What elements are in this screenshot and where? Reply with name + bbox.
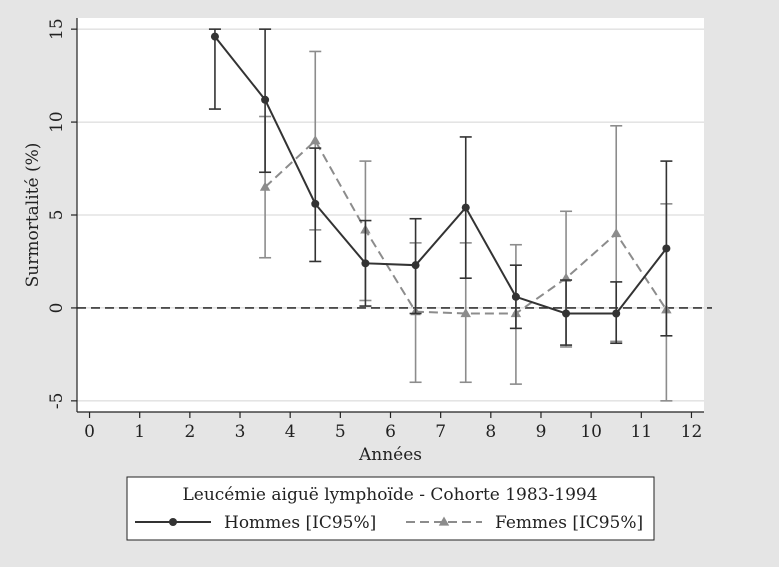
data-point [610, 228, 622, 238]
y-axis-title: Surmortalité (%) [23, 143, 43, 288]
series-line [214, 35, 668, 315]
y-tick-label: 5 [47, 210, 67, 221]
data-point [562, 309, 571, 318]
x-tick-label: 9 [536, 422, 547, 442]
data-point [259, 181, 271, 191]
x-tick-label: 3 [235, 422, 246, 442]
legend-key-marker [438, 516, 450, 526]
data-point [511, 292, 520, 301]
x-tick-label: 4 [285, 422, 296, 442]
legend-box [126, 476, 655, 541]
legend-key-marker [169, 518, 177, 526]
data-point [460, 308, 471, 318]
x-tick-label: 10 [580, 422, 602, 442]
legend-label: Hommes [IC95%] [224, 513, 376, 533]
data-point [310, 135, 321, 145]
x-tick-label: 1 [134, 422, 145, 442]
y-tick-label: 10 [47, 111, 67, 133]
x-tick-label: 6 [385, 422, 396, 442]
legend-title: Leucémie aiguë lymphoïde - Cohorte 1983-… [182, 485, 597, 505]
x-tick-label: 8 [485, 422, 496, 442]
data-point [662, 244, 671, 253]
data-point [361, 259, 370, 268]
x-tick-label: 11 [630, 422, 652, 442]
data-point [461, 203, 470, 212]
x-tick-label: 12 [681, 422, 703, 442]
x-tick-label: 0 [84, 422, 95, 442]
legend-label: Femmes [IC95%] [495, 513, 643, 533]
x-tick-label: 7 [435, 422, 446, 442]
legend: Leucémie aiguë lymphoïde - Cohorte 1983-… [126, 476, 655, 541]
x-tick-label: 2 [184, 422, 195, 442]
y-tick-label: 15 [47, 18, 67, 40]
y-tick-label: 0 [47, 303, 67, 314]
data-point [210, 32, 219, 41]
series-0 [208, 28, 673, 346]
y-tick-label: -5 [47, 393, 67, 410]
data-point [411, 261, 420, 270]
series-layer [208, 28, 673, 402]
x-axis-title: Années [358, 445, 422, 465]
data-point [261, 95, 270, 104]
x-tick-label: 5 [335, 422, 346, 442]
data-point [612, 309, 621, 318]
data-point [311, 199, 320, 208]
legend-items: Hommes [IC95%] Femmes [IC95%] [135, 513, 643, 533]
